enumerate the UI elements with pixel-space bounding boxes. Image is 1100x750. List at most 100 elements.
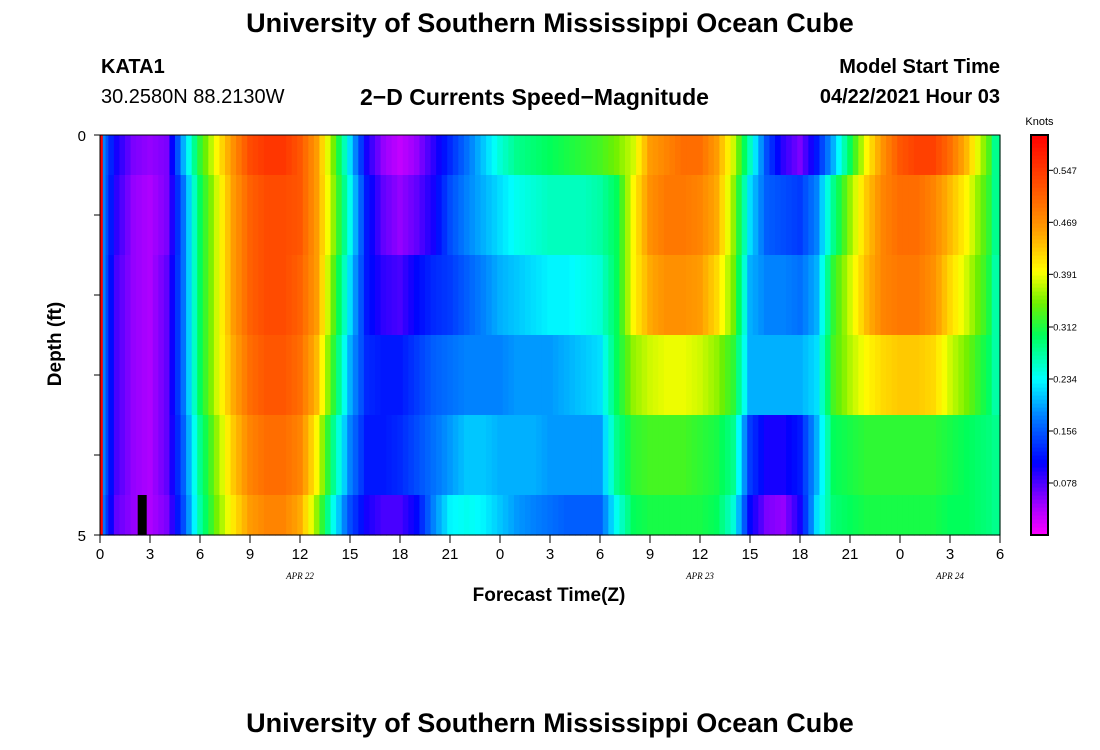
- heatmap-cell: [730, 135, 737, 176]
- colorbar-segment: [1031, 415, 1048, 420]
- heatmap-cell: [508, 135, 515, 176]
- heatmap-cell: [263, 175, 271, 256]
- heatmap-cell: [147, 415, 154, 496]
- heatmap-cell: [452, 335, 459, 416]
- heatmap-cell: [380, 135, 387, 176]
- colorbar-segment: [1031, 291, 1048, 296]
- heatmap-cell: [830, 135, 837, 176]
- heatmap-cell: [475, 175, 482, 256]
- heatmap-cell: [747, 415, 754, 496]
- heatmap-cell: [569, 135, 576, 176]
- heatmap-cell: [791, 135, 798, 176]
- heatmap-cell: [663, 135, 671, 176]
- heatmap-cell: [241, 415, 248, 496]
- heatmap-cell: [994, 335, 998, 416]
- heatmap-cell: [180, 495, 187, 536]
- colorbar-segment: [1031, 335, 1048, 340]
- heatmap-cell: [791, 255, 798, 336]
- heatmap-cell: [719, 335, 726, 416]
- heatmap-cell: [169, 255, 176, 336]
- heatmap-cell: [491, 335, 498, 416]
- heatmap-cell: [819, 495, 826, 536]
- heatmap-cell: [502, 415, 509, 496]
- heatmap-cell: [897, 415, 904, 496]
- x-tick-label: 15: [342, 546, 359, 563]
- heatmap-cell: [180, 415, 187, 496]
- heatmap-cell: [491, 415, 498, 496]
- heatmap-cell: [430, 135, 437, 176]
- heatmap-cell: [980, 415, 987, 496]
- heatmap-cell: [652, 495, 659, 536]
- heatmap-cell: [258, 255, 265, 336]
- heatmap-cell: [513, 415, 521, 496]
- heatmap-cell: [313, 335, 321, 416]
- heatmap-cell: [819, 335, 826, 416]
- heatmap-cell: [180, 335, 187, 416]
- heatmap-cell: [275, 135, 282, 176]
- heatmap-cell: [100, 415, 104, 496]
- heatmap-cell: [325, 495, 332, 536]
- heatmap-cell: [191, 175, 198, 256]
- heatmap-cell: [941, 415, 948, 496]
- heatmap-cell: [963, 135, 971, 176]
- heatmap-cell: [641, 335, 648, 416]
- heatmap-cell: [875, 415, 882, 496]
- heatmap-cell: [886, 135, 893, 176]
- heatmap-cell: [736, 335, 743, 416]
- heatmap-cell: [608, 495, 615, 536]
- heatmap-cell: [713, 175, 721, 256]
- heatmap-cell: [125, 175, 132, 256]
- heatmap-cell: [658, 175, 665, 256]
- heatmap-cell: [502, 255, 509, 336]
- heatmap-cell: [997, 495, 1001, 536]
- heatmap-cell: [291, 255, 298, 336]
- heatmap-cell: [575, 135, 582, 176]
- heatmap-cell: [105, 415, 109, 496]
- heatmap-cell: [347, 495, 354, 536]
- heatmap-cell: [452, 255, 459, 336]
- heatmap-cell: [386, 335, 393, 416]
- heatmap-cell: [208, 135, 215, 176]
- heatmap-cell: [797, 255, 804, 336]
- colorbar-segment: [1031, 355, 1048, 360]
- heatmap-cell: [863, 135, 871, 176]
- heatmap-cell: [819, 135, 826, 176]
- colorbar-segment: [1031, 459, 1048, 464]
- heatmap-cell: [969, 135, 976, 176]
- heatmap-cell: [847, 415, 854, 496]
- heatmap-cell: [963, 335, 971, 416]
- heatmap-cell: [558, 135, 565, 176]
- heatmap-cell: [130, 335, 137, 416]
- heatmap-cell: [525, 135, 532, 176]
- heatmap-cell: [730, 255, 737, 336]
- heatmap-cell: [480, 135, 487, 176]
- heatmap-cell: [847, 135, 854, 176]
- colorbar-tick-label: 0.156: [1053, 427, 1077, 438]
- heatmap-cell: [658, 255, 665, 336]
- heatmap-cell: [980, 135, 987, 176]
- heatmap-cell: [613, 255, 621, 336]
- heatmap-cell: [752, 415, 759, 496]
- heatmap-cell: [341, 175, 348, 256]
- heatmap-cell: [736, 175, 743, 256]
- heatmap-cell: [197, 335, 204, 416]
- heatmap-cell: [352, 255, 359, 336]
- heatmap-cell: [930, 415, 937, 496]
- heatmap-cell: [441, 415, 448, 496]
- heatmap-cell: [369, 255, 376, 336]
- heatmap-cell: [308, 335, 315, 416]
- heatmap-cell: [830, 415, 837, 496]
- x-tick-label: 15: [742, 546, 759, 563]
- heatmap-cell: [947, 175, 954, 256]
- heatmap-cell: [113, 255, 121, 336]
- heatmap-cell: [586, 335, 593, 416]
- heatmap-cell: [419, 335, 426, 416]
- colorbar-segment: [1031, 151, 1048, 156]
- heatmap-cell: [997, 135, 1001, 176]
- heatmap-cell: [330, 255, 337, 336]
- heatmap-cell: [425, 495, 432, 536]
- heatmap-cell: [469, 135, 476, 176]
- heatmap-cell: [469, 175, 476, 256]
- heatmap-cell: [763, 495, 771, 536]
